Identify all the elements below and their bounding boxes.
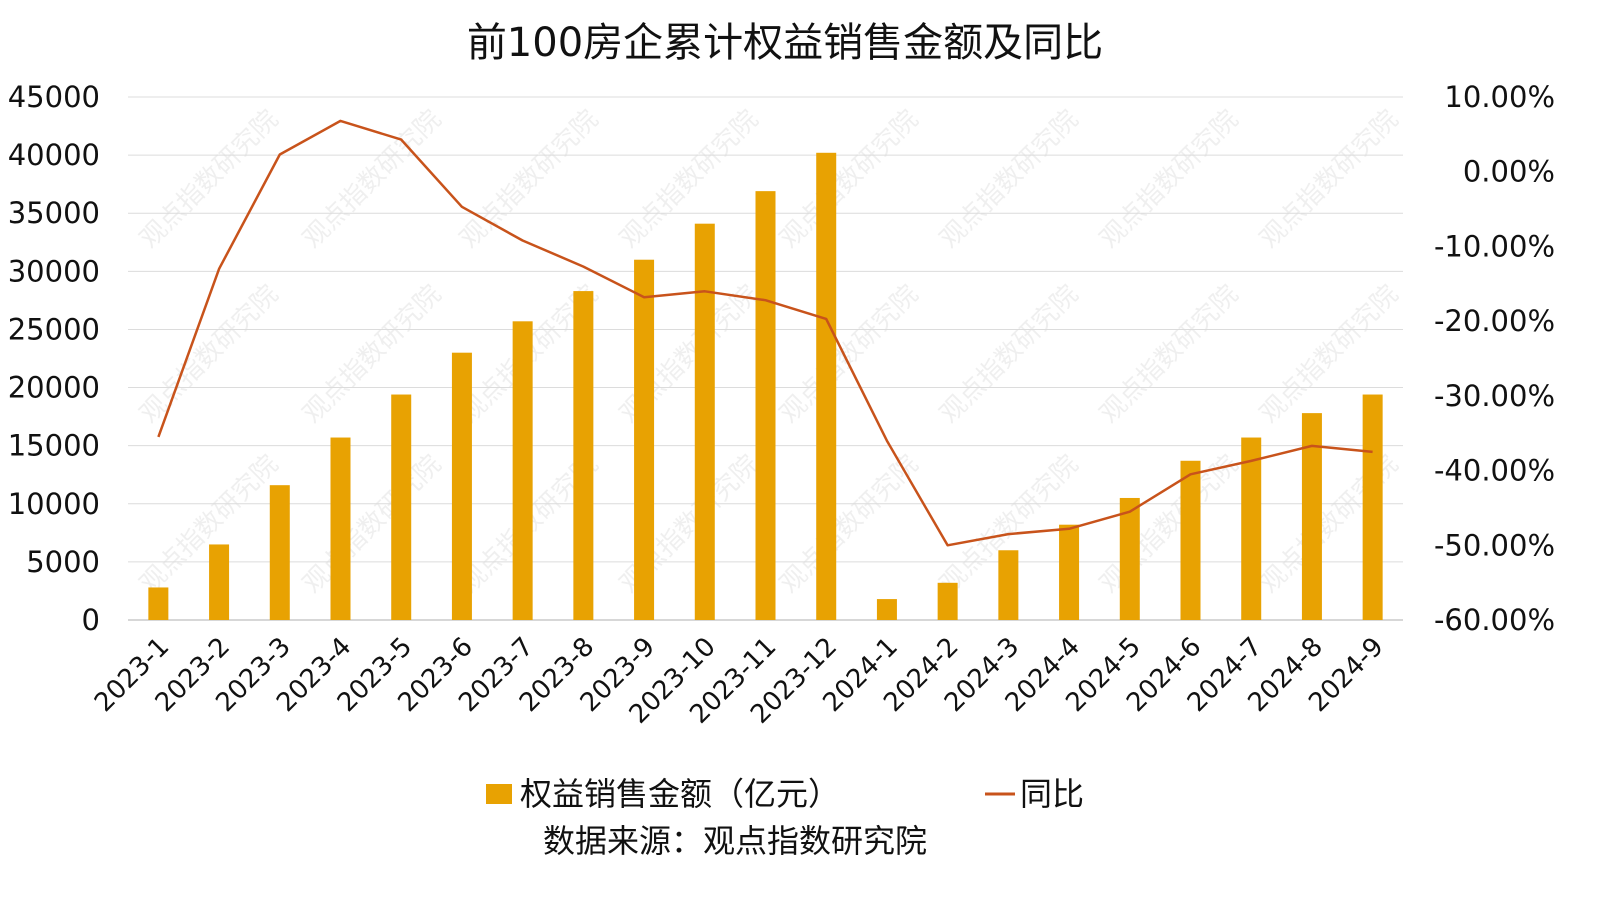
x-axis: 2023-12023-22023-32023-42023-52023-62023…: [89, 632, 1390, 730]
bar: [755, 191, 776, 620]
bar: [816, 152, 837, 620]
watermark-text: 观点指数研究院: [614, 104, 764, 254]
watermark-text: 观点指数研究院: [297, 104, 447, 254]
y-left-tick-label: 40000: [8, 138, 100, 172]
bar: [451, 352, 472, 620]
watermark-text: 观点指数研究院: [1094, 279, 1244, 429]
watermark-text: 观点指数研究院: [774, 104, 924, 254]
line-series: [157, 119, 1373, 547]
y-right-tick-label: -60.00%: [1434, 603, 1555, 637]
y-left-tick-label: 25000: [8, 312, 100, 346]
y-left-tick-label: 15000: [8, 429, 100, 463]
bar: [1241, 437, 1262, 620]
bar: [1180, 460, 1201, 620]
bar: [148, 587, 169, 620]
watermark-text: 观点指数研究院: [1094, 449, 1244, 599]
bar: [330, 437, 351, 620]
chart-title: 前100房企累计权益销售金额及同比: [467, 20, 1103, 66]
bar: [1301, 413, 1322, 620]
bar: [512, 321, 533, 620]
y-left-tick-label: 0: [82, 603, 100, 637]
y-right-tick-label: -30.00%: [1434, 379, 1555, 413]
bar: [1362, 394, 1383, 620]
legend-bar-swatch: [486, 784, 512, 804]
legend-line-label: 同比: [1020, 775, 1084, 813]
bar: [937, 582, 958, 620]
y-left-tick-label: 35000: [8, 196, 100, 230]
watermark-text: 观点指数研究院: [134, 104, 284, 254]
source-note: 数据来源：观点指数研究院: [543, 822, 927, 860]
y-left-tick-label: 10000: [8, 487, 100, 521]
y-right-tick-label: -50.00%: [1434, 528, 1555, 562]
y-left-tick-label: 30000: [8, 254, 100, 288]
watermark-text: 观点指数研究院: [1254, 104, 1404, 254]
bar: [998, 550, 1019, 620]
y-right-tick-label: 10.00%: [1444, 80, 1555, 114]
watermark-text: 观点指数研究院: [774, 279, 924, 429]
y-axis-right: -60.00% -50.00% -40.00% -30.00% -20.00% -10.0…: [1434, 80, 1555, 637]
y-right-tick-label: -10.00%: [1434, 229, 1555, 263]
watermark-text: 观点指数研究院: [297, 449, 447, 599]
bar: [269, 485, 290, 620]
watermark-text: 观点指数研究院: [454, 104, 604, 254]
y-right-tick-label: 0.00%: [1463, 155, 1555, 189]
y-left-tick-label: 45000: [8, 80, 100, 114]
watermark-text: 观点指数研究院: [134, 279, 284, 429]
y-right-tick-label: -20.00%: [1434, 304, 1555, 338]
watermark-text: 观点指数研究院: [774, 449, 924, 599]
legend: 权益销售金额（亿元） 同比: [486, 775, 1084, 813]
bar: [209, 544, 230, 620]
watermark-text: 观点指数研究院: [297, 279, 447, 429]
bar: [876, 599, 897, 620]
bar: [634, 259, 655, 620]
bar: [694, 223, 715, 620]
watermark-text: 观点指数研究院: [1094, 104, 1244, 254]
y-right-tick-label: -40.00%: [1434, 454, 1555, 488]
y-axis-left: 0 5000 10000 15000 20000 25000 30000 35000 40000…: [8, 80, 100, 637]
legend-bar-label: 权益销售金额（亿元）: [520, 775, 840, 813]
watermark-text: 观点指数研究院: [934, 279, 1084, 429]
bar: [391, 394, 412, 620]
watermark-text: 观点指数研究院: [934, 104, 1084, 254]
bar: [1119, 497, 1140, 620]
y-left-tick-label: 5000: [26, 545, 100, 579]
y-left-tick-label: 20000: [8, 371, 100, 405]
bar: [1059, 524, 1080, 620]
bar: [573, 291, 594, 620]
bar-series: [148, 152, 1383, 620]
yoy-line: [157, 119, 1373, 547]
